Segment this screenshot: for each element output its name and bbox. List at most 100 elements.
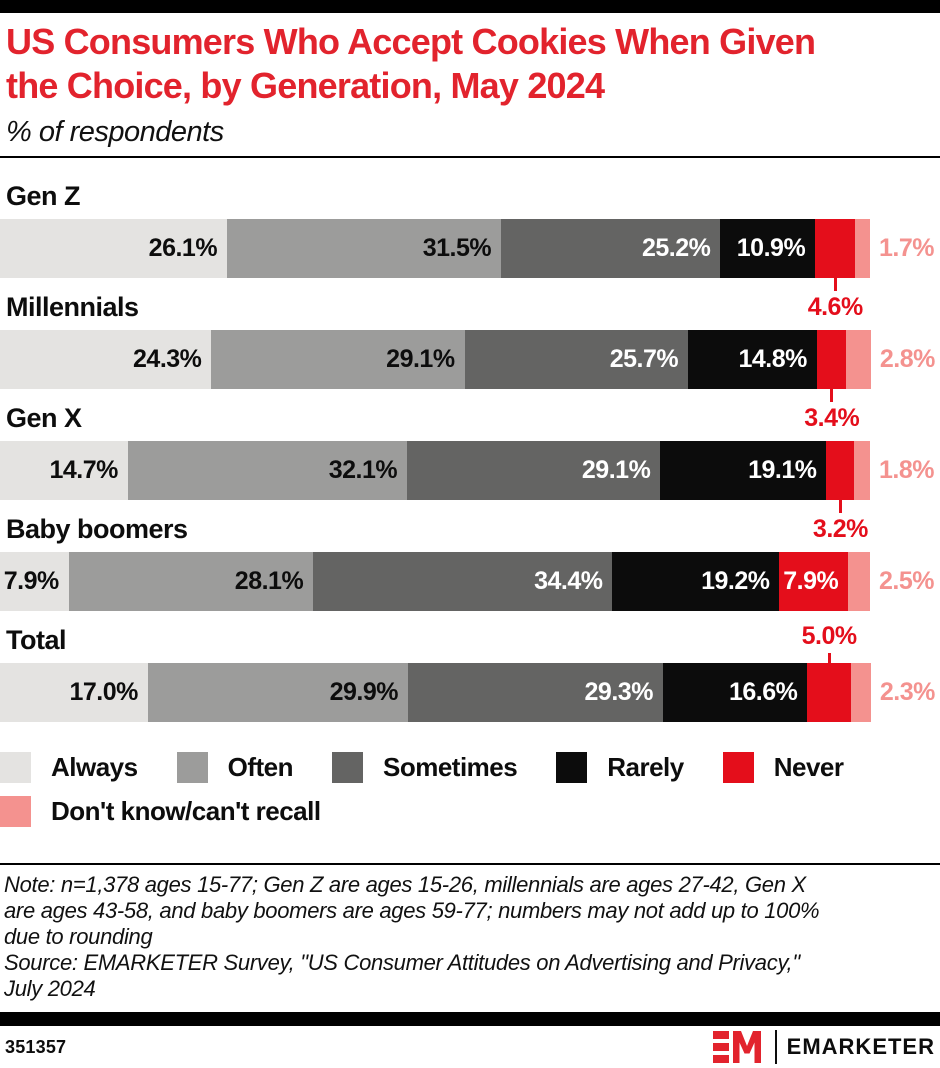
chart-legend: Always Often Sometimes Rarely Never Don't kno…	[0, 752, 940, 840]
chart-header: US Consumers Who Accept Cookies When Giv…	[6, 20, 936, 149]
legend-swatch-don-t-know-can-t-recall	[0, 796, 31, 827]
bar-segment-often: 32.1%	[127, 441, 408, 500]
bar-segment-rarely: 19.2%	[612, 552, 780, 611]
dont-know-outside-label: 2.5%	[879, 567, 934, 595]
segment-value-label: 28.1%	[234, 567, 304, 595]
note-text: Note: n=1,378 ages 15-77; Gen Z are ages…	[4, 872, 806, 897]
stacked-bar: 26.1% 31.5% 25.2% 10.9% 1.7% 4.6%	[0, 219, 940, 321]
stacked-bar-chart: Gen Z 26.1% 31.5% 25.2% 10.9% 1.7% 4.6% Millenn…	[0, 181, 940, 736]
category-label: Millennials	[6, 292, 139, 322]
segment-value-label: 24.3%	[133, 345, 202, 373]
legend-label: Don't know/can't recall	[51, 796, 321, 826]
chart-row-millennials: Millennials 24.3% 29.1% 25.7% 14.8% 2.8% 3.4%	[0, 292, 940, 432]
bar-segment-always: 24.3%	[0, 330, 212, 389]
segment-value-label: 34.4%	[534, 567, 603, 595]
legend-label: Often	[227, 752, 294, 782]
bar-segment-sometimes: 34.4%	[313, 552, 613, 611]
chart-id: 351357	[5, 1036, 67, 1057]
bar-segment-never	[807, 663, 851, 722]
never-leader-line	[838, 500, 842, 513]
dont-know-outside-label: 1.7%	[879, 234, 934, 262]
dont-know-outside-label: 2.8%	[879, 345, 935, 373]
note-text: July 2024	[4, 976, 96, 1001]
legend-item-sometimes: Sometimes	[332, 752, 518, 783]
never-leader-line	[830, 389, 834, 402]
legend-item-often: Often	[176, 752, 294, 783]
legend-label: Never	[773, 752, 844, 782]
segment-value-label: 16.6%	[728, 678, 798, 706]
legend-item-rarely: Rarely	[556, 752, 684, 783]
stacked-bar: 17.0% 29.9% 29.3% 16.6% 2.3% 5.0%	[0, 622, 940, 722]
segment-value-label: 14.7%	[49, 456, 118, 484]
segment-value-label: 29.1%	[581, 456, 651, 484]
segment-value-label: 29.3%	[584, 678, 654, 706]
bar-segment-rarely: 14.8%	[688, 330, 817, 389]
chart-subtitle: % of respondents	[6, 115, 224, 148]
bar-segment-always: 14.7%	[0, 441, 128, 500]
logo-divider	[774, 1030, 777, 1064]
page-title-line-2: the Choice, by Generation, May 2024	[6, 64, 605, 106]
footer: 351357 EMARKETER	[0, 1026, 940, 1068]
legend-swatch-always	[0, 752, 31, 783]
segment-value-label: 19.2%	[701, 567, 770, 595]
bar-segment-often: 29.1%	[211, 330, 465, 389]
bar-segment-rarely: 10.9%	[720, 219, 816, 278]
never-callout-label: 3.4%	[804, 404, 860, 432]
bar-segment-never: 7.9%	[779, 552, 849, 611]
category-label: Gen Z	[6, 181, 81, 211]
stacked-bar: 24.3% 29.1% 25.7% 14.8% 2.8% 3.4%	[0, 330, 940, 432]
bar-segment-sometimes: 29.3%	[408, 663, 663, 722]
bar-segment-often: 29.9%	[147, 663, 409, 722]
segment-value-label: 10.9%	[736, 234, 806, 262]
segment-value-label: 26.1%	[148, 234, 218, 262]
never-callout-label: 4.6%	[807, 293, 863, 321]
stacked-bar: 14.7% 32.1% 29.1% 19.1% 1.8% 3.2%	[0, 441, 940, 543]
top-black-bar	[0, 0, 940, 13]
note-text: are ages 43-58, and baby boomers are age…	[4, 898, 820, 923]
bar-segment-never	[815, 219, 856, 278]
dont-know-outside-label: 1.8%	[879, 456, 934, 484]
category-label: Total	[6, 625, 67, 655]
note-source-block: Note: n=1,378 ages 15-77; Gen Z are ages…	[4, 872, 940, 1002]
segment-value-label: 14.8%	[738, 345, 808, 373]
segment-value-label: 19.1%	[748, 456, 817, 484]
category-label: Baby boomers	[6, 514, 188, 544]
emarketer-logo: EMARKETER	[712, 1029, 935, 1065]
logo-wordmark: EMARKETER	[786, 1034, 935, 1059]
bar-segment-don-t-know-can-t-recall	[850, 663, 871, 722]
bar-segment-never	[826, 441, 855, 500]
category-label: Gen X	[6, 403, 82, 433]
segment-value-label: 32.1%	[328, 456, 398, 484]
stacked-bar: 7.9% 28.1% 34.4% 19.2% 7.9% 2.5%	[0, 552, 940, 611]
bar-segment-always: 7.9%	[0, 552, 69, 611]
never-leader-line	[833, 278, 837, 291]
chart-row-gen-x: Gen X 14.7% 32.1% 29.1% 19.1% 1.8% 3.2%	[0, 403, 940, 543]
source-text: Source: EMARKETER Survey, "US Consumer A…	[4, 950, 800, 975]
legend-row: Don't know/can't recall	[0, 796, 940, 827]
segment-value-label: 25.2%	[641, 234, 711, 262]
note-divider-rule	[0, 863, 940, 865]
chart-row-gen-z: Gen Z 26.1% 31.5% 25.2% 10.9% 1.7% 4.6%	[0, 181, 940, 321]
bar-segment-sometimes: 25.7%	[464, 330, 689, 389]
segment-value-label: 7.9%	[3, 567, 59, 595]
dont-know-outside-label: 2.3%	[879, 678, 935, 706]
bar-segment-often: 31.5%	[227, 219, 502, 278]
segment-value-label: 25.7%	[609, 345, 679, 373]
never-callout-label: 3.2%	[812, 515, 868, 543]
bar-segment-sometimes: 29.1%	[407, 441, 661, 500]
segment-value-label: 29.1%	[386, 345, 455, 373]
legend-swatch-sometimes	[332, 752, 363, 783]
legend-label: Always	[51, 752, 138, 782]
bar-segment-don-t-know-can-t-recall	[848, 552, 870, 611]
legend-item-never: Never	[722, 752, 844, 783]
legend-swatch-never	[722, 752, 754, 783]
header-divider-rule	[0, 156, 940, 158]
legend-row: Always Often Sometimes Rarely Never	[0, 752, 940, 783]
bar-segment-always: 17.0%	[0, 663, 148, 722]
legend-label: Rarely	[607, 752, 684, 782]
bar-segment-often: 28.1%	[68, 552, 314, 611]
never-leader-line	[827, 653, 831, 663]
segment-value-label: 31.5%	[422, 234, 492, 262]
note-text: due to rounding	[4, 924, 153, 949]
